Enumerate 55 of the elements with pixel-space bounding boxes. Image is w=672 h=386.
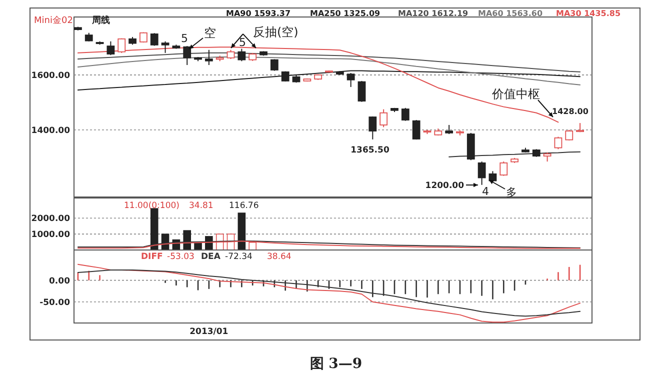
annotation: 空 — [204, 26, 216, 40]
text: MA90 1593.37 — [226, 9, 291, 18]
candlestick — [554, 136, 562, 150]
candlestick — [368, 116, 377, 140]
candlestick — [106, 40, 115, 56]
y-tick-label: 0.00 — [49, 276, 70, 286]
candlestick — [565, 129, 574, 141]
candlestick — [161, 40, 170, 54]
annotation: 11.00(0:100) — [124, 201, 180, 211]
annotation: 34.81 — [189, 201, 214, 211]
annotation: MA250 1325.09 — [310, 9, 381, 18]
series-label: DEA — [201, 252, 221, 262]
line-series — [77, 264, 581, 323]
annotation: 1428.00 — [552, 107, 589, 116]
annotation: 116.76 — [229, 201, 259, 211]
annotation: 38.64 — [267, 252, 292, 262]
annotation: 5 — [181, 32, 188, 45]
text: MA120 1612.19 — [398, 9, 469, 18]
chart-title: Mini金02 — [34, 15, 73, 26]
series-label: DIFF — [141, 252, 164, 262]
text: MA30 1435.85 — [556, 9, 621, 18]
bar — [238, 212, 246, 250]
annotation: 多 — [506, 186, 517, 199]
annotation: 1200.00 — [425, 181, 464, 191]
x-tick-label: 2013/01 — [190, 327, 228, 337]
candlestick — [358, 80, 366, 102]
annotation: 反抽(空) — [253, 25, 298, 39]
chart-subtitle: 周线 — [91, 15, 110, 26]
candlestick — [238, 48, 246, 62]
y-tick-label: -50.00 — [40, 298, 70, 308]
annotation: 4 — [482, 185, 489, 198]
candlestick — [270, 58, 278, 72]
candlestick — [401, 107, 410, 122]
candlestick — [150, 32, 158, 46]
annotation: -72.34 — [225, 252, 252, 262]
candlestick — [412, 120, 420, 140]
y-tick-label: 1000.00 — [31, 230, 70, 240]
candlestick — [543, 152, 552, 162]
caption: 图 3—9 — [310, 356, 362, 372]
line-series — [77, 269, 581, 317]
bar — [150, 208, 158, 250]
y-tick-label: 1600.00 — [31, 70, 70, 81]
annotation: 1365.50 — [350, 145, 390, 156]
candlestick — [204, 49, 213, 66]
candlestick — [226, 49, 235, 60]
candlestick — [380, 108, 388, 128]
annotation: 5 — [239, 36, 246, 49]
annotation: 价值中枢 — [491, 87, 540, 101]
y-tick-label: 2000.00 — [31, 214, 70, 224]
annotation: -53.03 — [167, 252, 194, 262]
y-tick-label: 1400.00 — [31, 126, 70, 136]
candlestick — [445, 124, 454, 135]
text: MA60 1563.60 — [478, 9, 543, 18]
candlestick — [500, 161, 508, 176]
bar — [194, 242, 202, 250]
